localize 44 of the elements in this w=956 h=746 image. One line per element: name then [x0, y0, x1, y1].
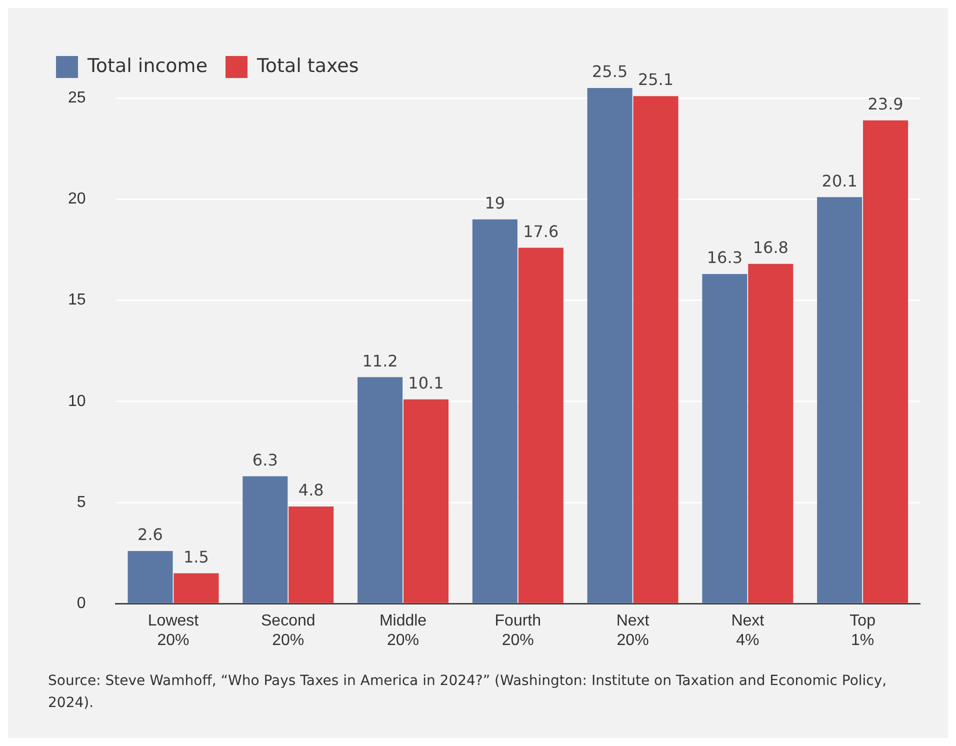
- bar: [403, 399, 449, 603]
- bar: [817, 197, 862, 603]
- y-tick-label: 15: [68, 292, 86, 309]
- x-tick-label: Next 20%: [616, 612, 650, 649]
- bar: [748, 264, 794, 603]
- x-tick-label: Second 20%: [260, 612, 316, 649]
- x-tick-label: Fourth 20%: [494, 612, 542, 649]
- legend-label: Total income: [86, 54, 208, 77]
- bar: [702, 274, 748, 603]
- data-label: 23.9: [868, 94, 904, 114]
- x-tick-label: Middle 20%: [379, 612, 427, 649]
- data-label: 16.8: [752, 238, 788, 258]
- legend-label: Total taxes: [256, 54, 359, 77]
- data-label: 25.5: [592, 62, 628, 82]
- data-label: 4.8: [298, 480, 324, 500]
- data-label: 16.3: [706, 248, 743, 268]
- data-label: 6.3: [252, 450, 278, 470]
- y-tick-label: 25: [68, 90, 86, 107]
- y-tick-label: 5: [76, 494, 86, 511]
- source-note: Source: Steve Wamhoff, “Who Pays Taxes in America in 2024?” (Washington: Institute on Taxation and Economic Policy, 2024).: [48, 672, 888, 713]
- bar: [472, 219, 518, 603]
- bar: [633, 96, 678, 603]
- data-label: 17.6: [523, 222, 559, 241]
- bar: [358, 377, 403, 603]
- y-tick-label: 0: [76, 595, 86, 612]
- data-label: 2.6: [138, 525, 163, 544]
- data-label: 1.5: [183, 547, 209, 566]
- x-tick-label: Top 1%: [850, 612, 876, 649]
- data-label: 19: [484, 194, 506, 213]
- data-label: 25.1: [638, 70, 674, 90]
- data-label: 10.1: [408, 374, 444, 393]
- bar: [128, 551, 173, 603]
- bar: [518, 248, 564, 603]
- y-tick-label: 10: [68, 392, 86, 410]
- x-tick-label: Lowest 20%: [148, 612, 200, 649]
- y-tick-label: 20: [68, 190, 86, 208]
- data-label: 11.2: [362, 351, 398, 370]
- x-tick-label: Next 4%: [731, 612, 765, 649]
- bar: [587, 88, 632, 603]
- bar: [174, 573, 219, 603]
- bar: [863, 120, 908, 603]
- bar: [242, 476, 288, 603]
- data-label: 20.1: [822, 171, 858, 190]
- bar: [288, 506, 334, 603]
